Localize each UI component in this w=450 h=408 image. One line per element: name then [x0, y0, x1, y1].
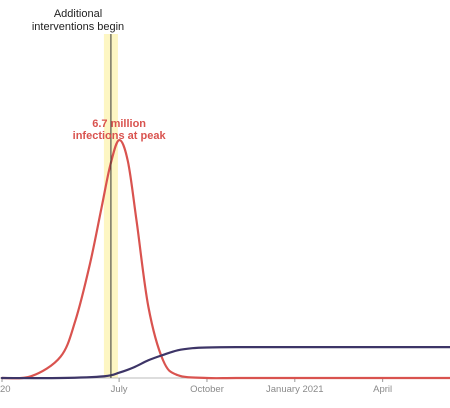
x-tick-label: April	[373, 384, 392, 395]
intervention-label-line1: Additional	[54, 8, 102, 20]
x-tick-label: July	[111, 384, 128, 395]
peak-label-line1: 6.7 million	[92, 118, 146, 130]
intervention-label-line2: interventions begin	[32, 21, 124, 33]
second-series-line	[0, 345, 450, 380]
infections-series-line	[0, 139, 450, 380]
x-tick-label: 20	[0, 384, 11, 395]
peak-label-line2: infections at peak	[73, 130, 167, 142]
x-tick-label: October	[190, 384, 224, 395]
x-tick-label: January 2021	[266, 384, 324, 395]
